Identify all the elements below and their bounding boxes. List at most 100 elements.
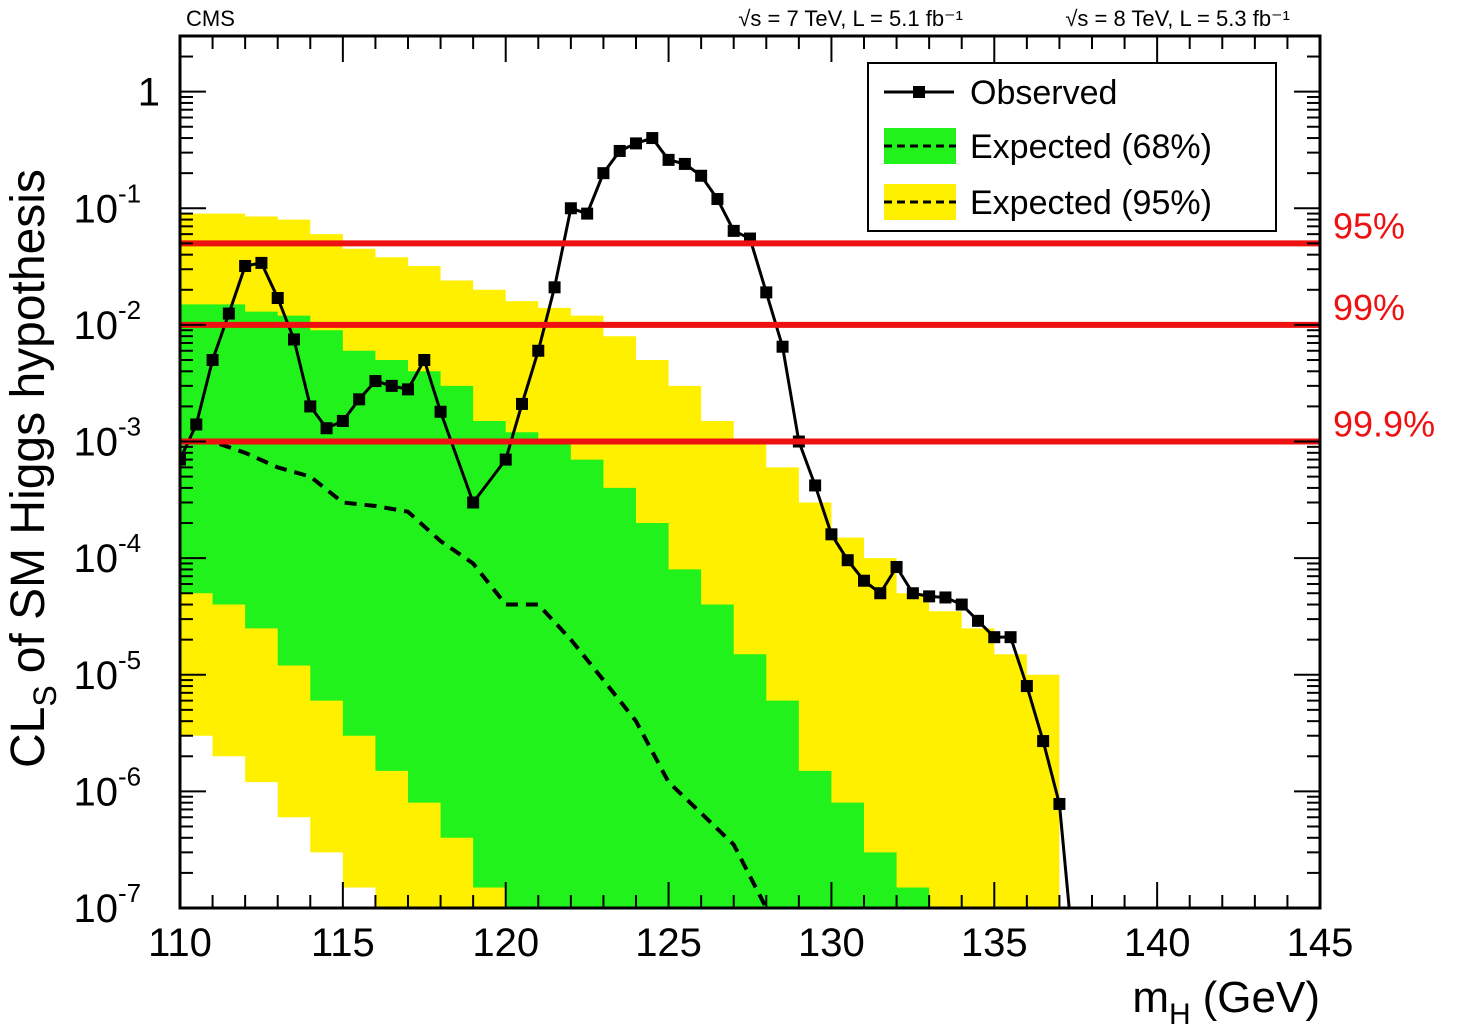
observed-point bbox=[678, 157, 691, 170]
energy-lumi-7tev: √s = 7 TeV, L = 5.1 fb⁻¹ bbox=[738, 6, 963, 31]
legend: Observed Expected (68%) Expected (95%) bbox=[867, 62, 1277, 232]
legend-label: Expected (68%) bbox=[970, 128, 1212, 166]
observed-point bbox=[369, 375, 382, 388]
observed-point bbox=[516, 397, 528, 410]
x-tick-label: 110 bbox=[148, 921, 212, 965]
observed-point bbox=[906, 587, 919, 600]
y-tick-exponent: -1 bbox=[118, 178, 141, 208]
reference-label: 99.9% bbox=[1333, 404, 1435, 445]
observed-point bbox=[988, 631, 1001, 644]
y-tick-label: 10 bbox=[74, 304, 119, 348]
observed-point bbox=[695, 169, 708, 182]
observed-point bbox=[1053, 797, 1066, 810]
legend-label: Expected (95%) bbox=[970, 184, 1212, 222]
observed-point bbox=[304, 400, 317, 413]
legend-95-swatch bbox=[884, 184, 956, 220]
y-tick-exponent: -3 bbox=[118, 412, 141, 442]
observed-point bbox=[564, 202, 577, 215]
y-tick-label: 1 bbox=[138, 71, 160, 115]
observed-point bbox=[1004, 631, 1017, 644]
expected-bands bbox=[180, 213, 1060, 908]
observed-point bbox=[630, 137, 642, 150]
y-axis-label-rest: of SM Higgs hypothesis bbox=[2, 169, 55, 673]
x-axis-label-sub: H bbox=[1169, 998, 1191, 1031]
observed-point bbox=[890, 560, 903, 573]
observed-point bbox=[353, 393, 366, 406]
reference-lines: 95% 99% 99.9% bbox=[180, 205, 1435, 445]
reference-label: 99% bbox=[1333, 287, 1405, 328]
observed-point bbox=[418, 353, 431, 366]
observed-point bbox=[1020, 680, 1033, 693]
expected-median-line bbox=[180, 439, 770, 908]
observed-point bbox=[467, 496, 480, 509]
y-tick-exponent: -7 bbox=[118, 878, 141, 908]
observed-point bbox=[206, 353, 219, 366]
observed-point bbox=[841, 554, 854, 567]
x-tick-label: 140 bbox=[1124, 921, 1191, 965]
observed-point bbox=[776, 340, 789, 353]
plot-frame bbox=[178, 34, 1322, 910]
observed-point bbox=[923, 590, 936, 603]
observed-point bbox=[874, 587, 887, 600]
observed-point bbox=[955, 598, 968, 611]
energy-lumi-8tev: √s = 8 TeV, L = 5.3 fb⁻¹ bbox=[1065, 6, 1290, 31]
reference-label: 95% bbox=[1333, 205, 1405, 246]
y-tick-label: 10 bbox=[74, 187, 119, 231]
x-tick-label: 115 bbox=[311, 921, 375, 965]
observed-point bbox=[1037, 735, 1050, 748]
y-tick-exponent: -4 bbox=[118, 528, 141, 558]
x-axis-label-unit: (GeV) bbox=[1203, 973, 1320, 1022]
expected-68-band bbox=[180, 304, 1060, 908]
observed-point bbox=[662, 153, 675, 166]
y-tick-exponent: -2 bbox=[118, 295, 141, 325]
x-tick-label: 145 bbox=[1287, 921, 1354, 965]
expected-median-path bbox=[180, 439, 770, 908]
y-axis-label-sub: S bbox=[27, 685, 63, 706]
y-tick-label: 10 bbox=[74, 887, 119, 931]
observed-point bbox=[825, 528, 838, 541]
y-axis-label: CLSof SM Higgs hypothesis bbox=[2, 169, 63, 768]
plot-border bbox=[178, 34, 1322, 910]
observed-point bbox=[548, 281, 561, 294]
y-tick-label: 10 bbox=[74, 654, 119, 698]
observed-point bbox=[858, 574, 870, 587]
observed-point bbox=[809, 479, 822, 492]
x-tick-label: 135 bbox=[961, 921, 1028, 965]
observed-point bbox=[434, 405, 447, 418]
observed-point bbox=[760, 286, 773, 299]
y-tick-label: 10 bbox=[74, 770, 119, 814]
x-tick-label: 125 bbox=[635, 921, 702, 965]
observed-point bbox=[402, 383, 414, 396]
observed-point bbox=[581, 207, 594, 220]
observed-point bbox=[613, 144, 626, 157]
x-axis-label: mH (GeV) bbox=[1132, 973, 1320, 1031]
observed-point bbox=[597, 167, 610, 180]
observed-point bbox=[385, 379, 398, 392]
y-axis-label-prefix: CL bbox=[2, 707, 55, 768]
observed-point bbox=[190, 418, 203, 431]
observed-series bbox=[180, 132, 1071, 908]
observed-point bbox=[271, 292, 284, 305]
observed-point bbox=[972, 614, 984, 627]
observed-point bbox=[239, 259, 252, 272]
legend-label: Observed bbox=[970, 74, 1117, 112]
observed-point bbox=[711, 193, 724, 206]
x-tick-label: 120 bbox=[472, 921, 539, 965]
y-tick-exponent: -6 bbox=[118, 761, 141, 791]
y-tick-label: 10 bbox=[74, 537, 119, 581]
x-tick-label: 130 bbox=[798, 921, 865, 965]
observed-point bbox=[532, 344, 545, 357]
observed-point bbox=[288, 333, 300, 346]
observed-point bbox=[320, 422, 333, 435]
observed-point bbox=[646, 132, 659, 145]
observed-point bbox=[499, 453, 512, 466]
experiment-label: CMS bbox=[186, 6, 235, 31]
observed-point bbox=[336, 414, 349, 427]
observed-point bbox=[727, 224, 740, 237]
y-tick-label: 10 bbox=[74, 421, 119, 465]
legend-observed-marker bbox=[913, 86, 925, 98]
observed-point bbox=[222, 307, 235, 320]
y-tick-exponent: -5 bbox=[118, 645, 141, 675]
